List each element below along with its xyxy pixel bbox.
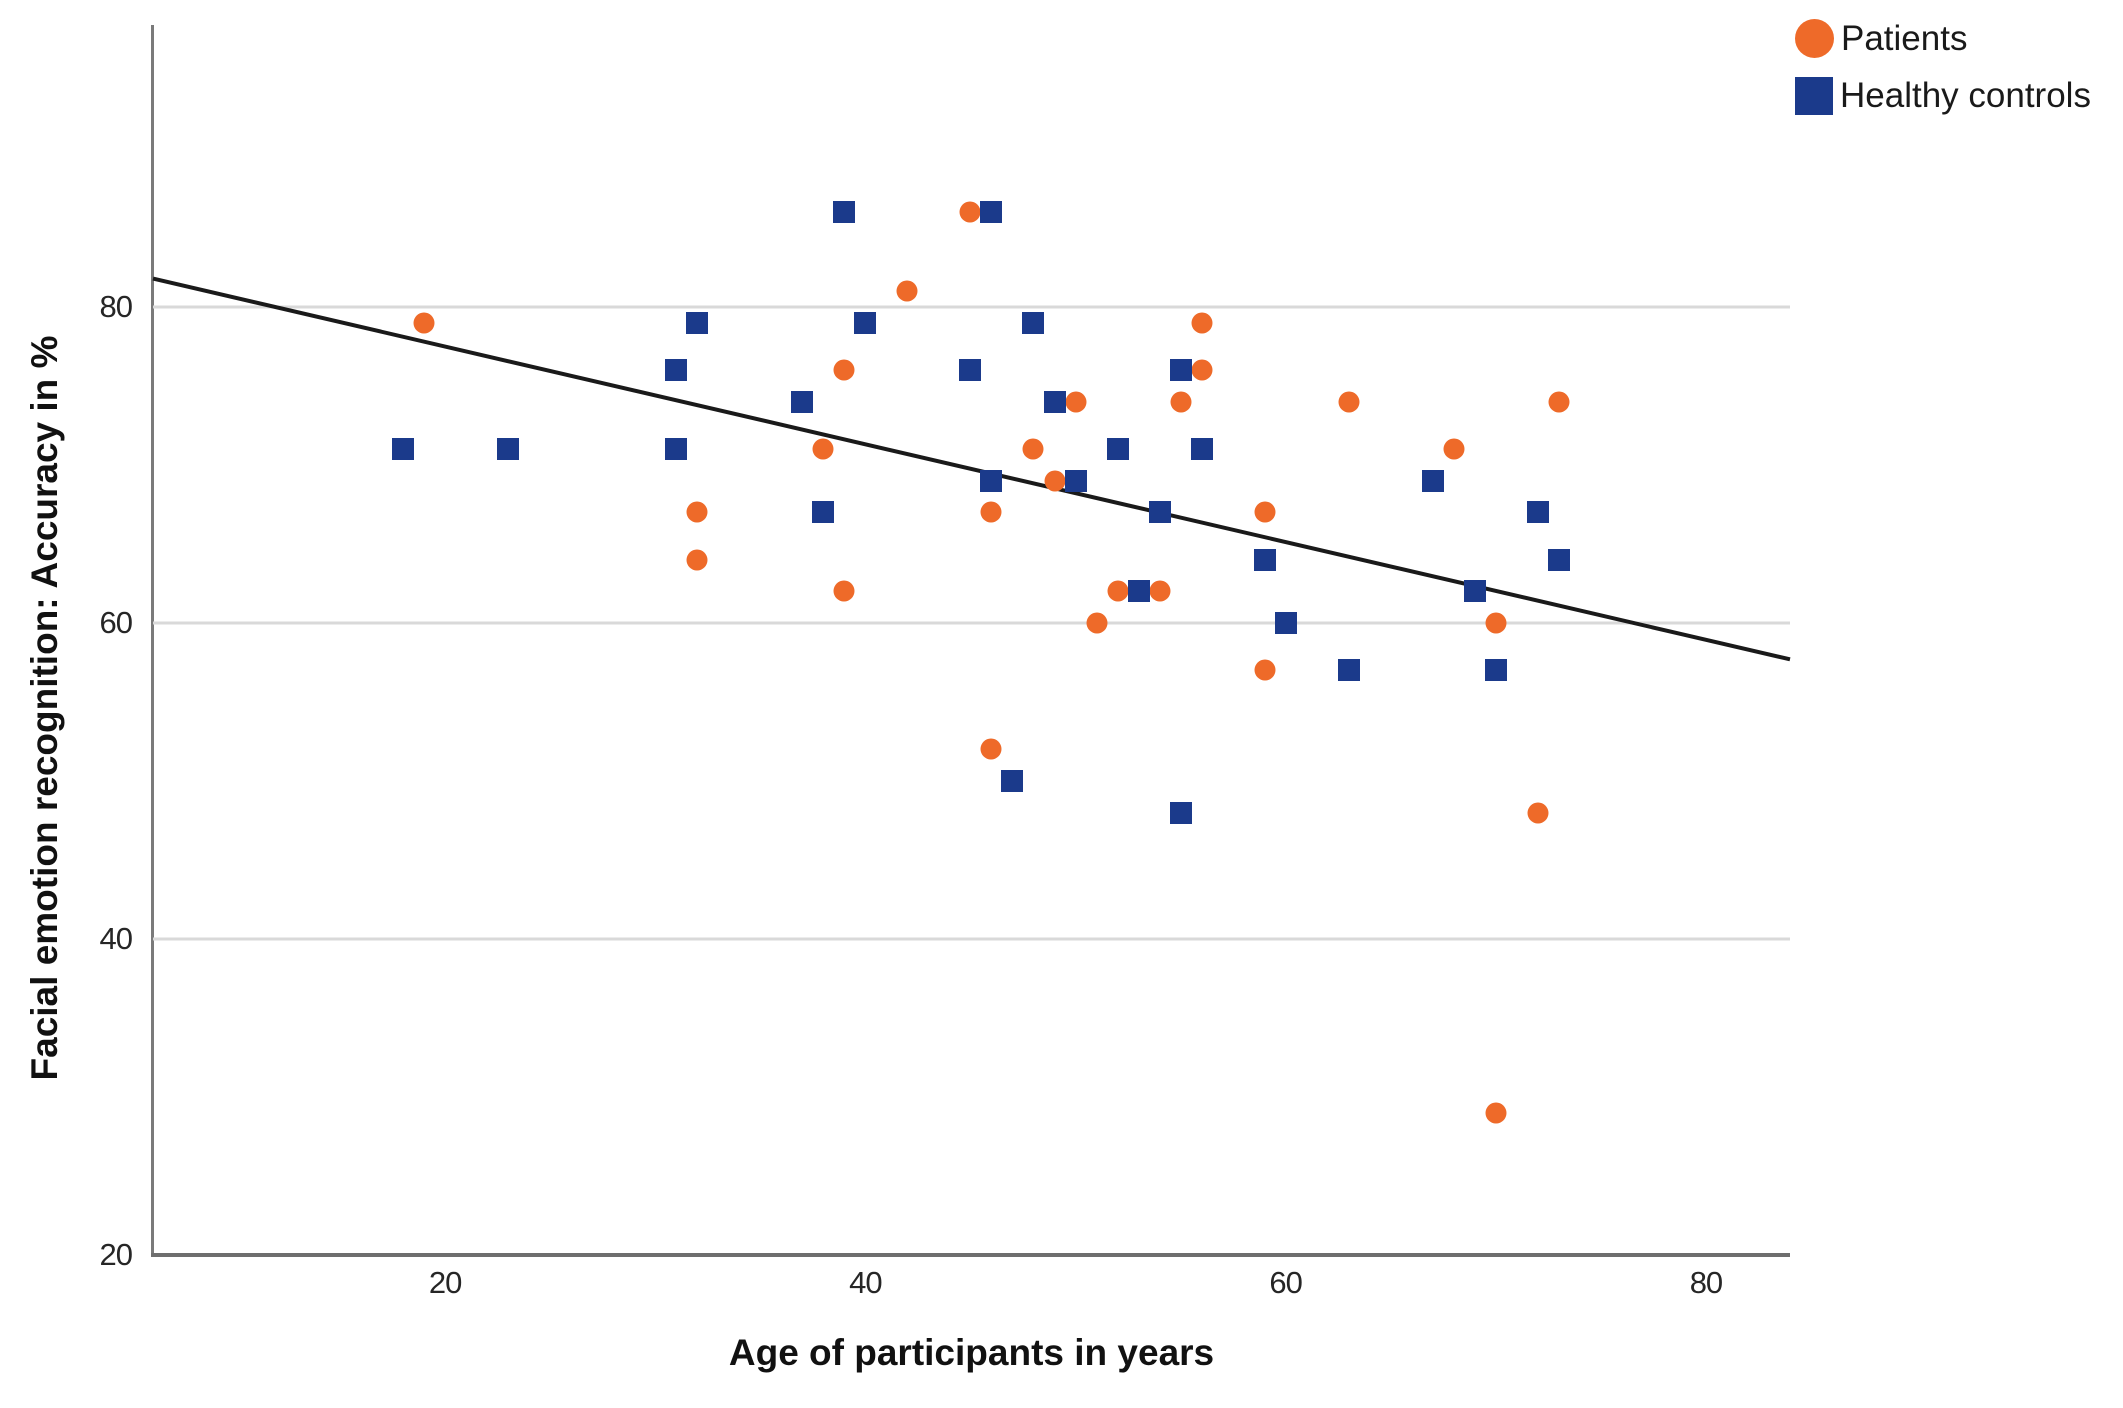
regression-line-layer — [152, 276, 1791, 662]
data-point-healthy-controls — [1127, 580, 1150, 603]
data-point-patients — [1485, 612, 1507, 634]
data-point-patients — [686, 501, 708, 523]
legend-label-patients: Patients — [1841, 18, 1968, 58]
data-point-patients — [1022, 438, 1044, 460]
data-point-healthy-controls — [980, 469, 1003, 492]
data-point-healthy-controls — [980, 201, 1003, 224]
data-point-healthy-controls — [959, 359, 982, 382]
data-point-patients — [1065, 391, 1087, 413]
data-point-patients — [1149, 580, 1171, 602]
data-point-patients — [833, 580, 855, 602]
data-point-healthy-controls — [665, 359, 688, 382]
data-point-healthy-controls — [1547, 548, 1570, 571]
data-point-healthy-controls — [1001, 770, 1024, 792]
data-point-patients — [1170, 391, 1192, 413]
data-point-healthy-controls — [686, 311, 709, 334]
y-tick-label-60: 60 — [99, 605, 133, 640]
x-tick-label-40: 40 — [849, 1265, 882, 1300]
data-point-healthy-controls — [1022, 311, 1045, 334]
data-point-patients — [1338, 391, 1360, 413]
data-point-patients — [1191, 359, 1213, 381]
patients-circle-icon — [1795, 19, 1834, 58]
data-point-healthy-controls — [833, 201, 856, 224]
data-point-healthy-controls — [1463, 580, 1486, 603]
data-point-healthy-controls — [812, 501, 835, 524]
data-point-patients — [1254, 501, 1276, 523]
data-point-patients — [1107, 580, 1129, 602]
y-tick-label-20: 20 — [99, 1237, 133, 1272]
regression-line — [152, 276, 1791, 662]
x-tick-label-80: 80 — [1689, 1265, 1723, 1300]
data-point-healthy-controls — [1169, 359, 1192, 382]
data-point-patients — [833, 359, 855, 381]
legend-item-patients: Patients — [1795, 10, 2091, 67]
x-tick-label-20: 20 — [428, 1265, 462, 1300]
data-point-healthy-controls — [497, 438, 520, 461]
data-point-healthy-controls — [1106, 438, 1129, 461]
data-point-patients — [980, 501, 1002, 523]
data-point-patients — [896, 280, 918, 302]
data-point-patients — [959, 201, 981, 223]
data-point-healthy-controls — [1064, 469, 1087, 492]
data-point-patients — [1527, 802, 1549, 824]
plot-area — [152, 25, 1791, 1255]
data-point-patients — [413, 312, 435, 334]
data-point-healthy-controls — [1274, 612, 1297, 634]
y-tick-label-80: 80 — [99, 289, 133, 325]
data-point-healthy-controls — [854, 311, 877, 334]
data-point-patients — [1044, 470, 1065, 492]
y-tick-label-40: 40 — [99, 921, 133, 956]
data-point-healthy-controls — [1337, 659, 1360, 682]
data-point-patients — [686, 549, 708, 571]
y-axis-line — [151, 25, 154, 1256]
data-point-healthy-controls — [1421, 469, 1444, 492]
data-point-patients — [1191, 312, 1213, 334]
data-point-patients — [1443, 438, 1465, 460]
data-point-patients — [1086, 612, 1108, 634]
data-point-healthy-controls — [1526, 501, 1549, 524]
data-point-healthy-controls — [1190, 438, 1213, 461]
data-point-patients — [980, 738, 1002, 760]
data-point-healthy-controls — [791, 390, 814, 413]
gridline-y-40 — [153, 937, 1790, 941]
x-axis-line — [151, 1253, 1790, 1257]
data-point-healthy-controls — [1253, 548, 1276, 571]
legend-item-healthy-controls: Healthy controls — [1795, 67, 2091, 124]
data-point-healthy-controls — [1148, 501, 1171, 524]
legend: Patients Healthy controls — [1795, 10, 2091, 124]
data-point-patients — [1485, 1102, 1507, 1124]
data-point-patients — [812, 438, 834, 460]
x-tick-label-60: 60 — [1269, 1265, 1302, 1300]
data-point-healthy-controls — [665, 438, 688, 461]
data-point-healthy-controls — [1169, 801, 1192, 824]
gridline-y-60 — [153, 621, 1790, 625]
x-axis-title: Age of participants in years — [728, 1332, 1215, 1373]
data-point-patients — [1548, 391, 1570, 413]
data-point-healthy-controls — [1484, 659, 1507, 682]
legend-label-healthy-controls: Healthy controls — [1840, 75, 2091, 115]
data-point-healthy-controls — [392, 438, 415, 461]
healthy-controls-square-icon — [1795, 76, 1833, 115]
data-point-healthy-controls — [1043, 390, 1066, 413]
x-axis-tick-labels: 20 40 60 80 — [153, 1265, 1790, 1305]
gridline-y-80 — [153, 305, 1790, 309]
data-point-patients — [1254, 659, 1276, 681]
y-axis-tick-labels: 20 40 60 80 — [0, 25, 138, 1272]
